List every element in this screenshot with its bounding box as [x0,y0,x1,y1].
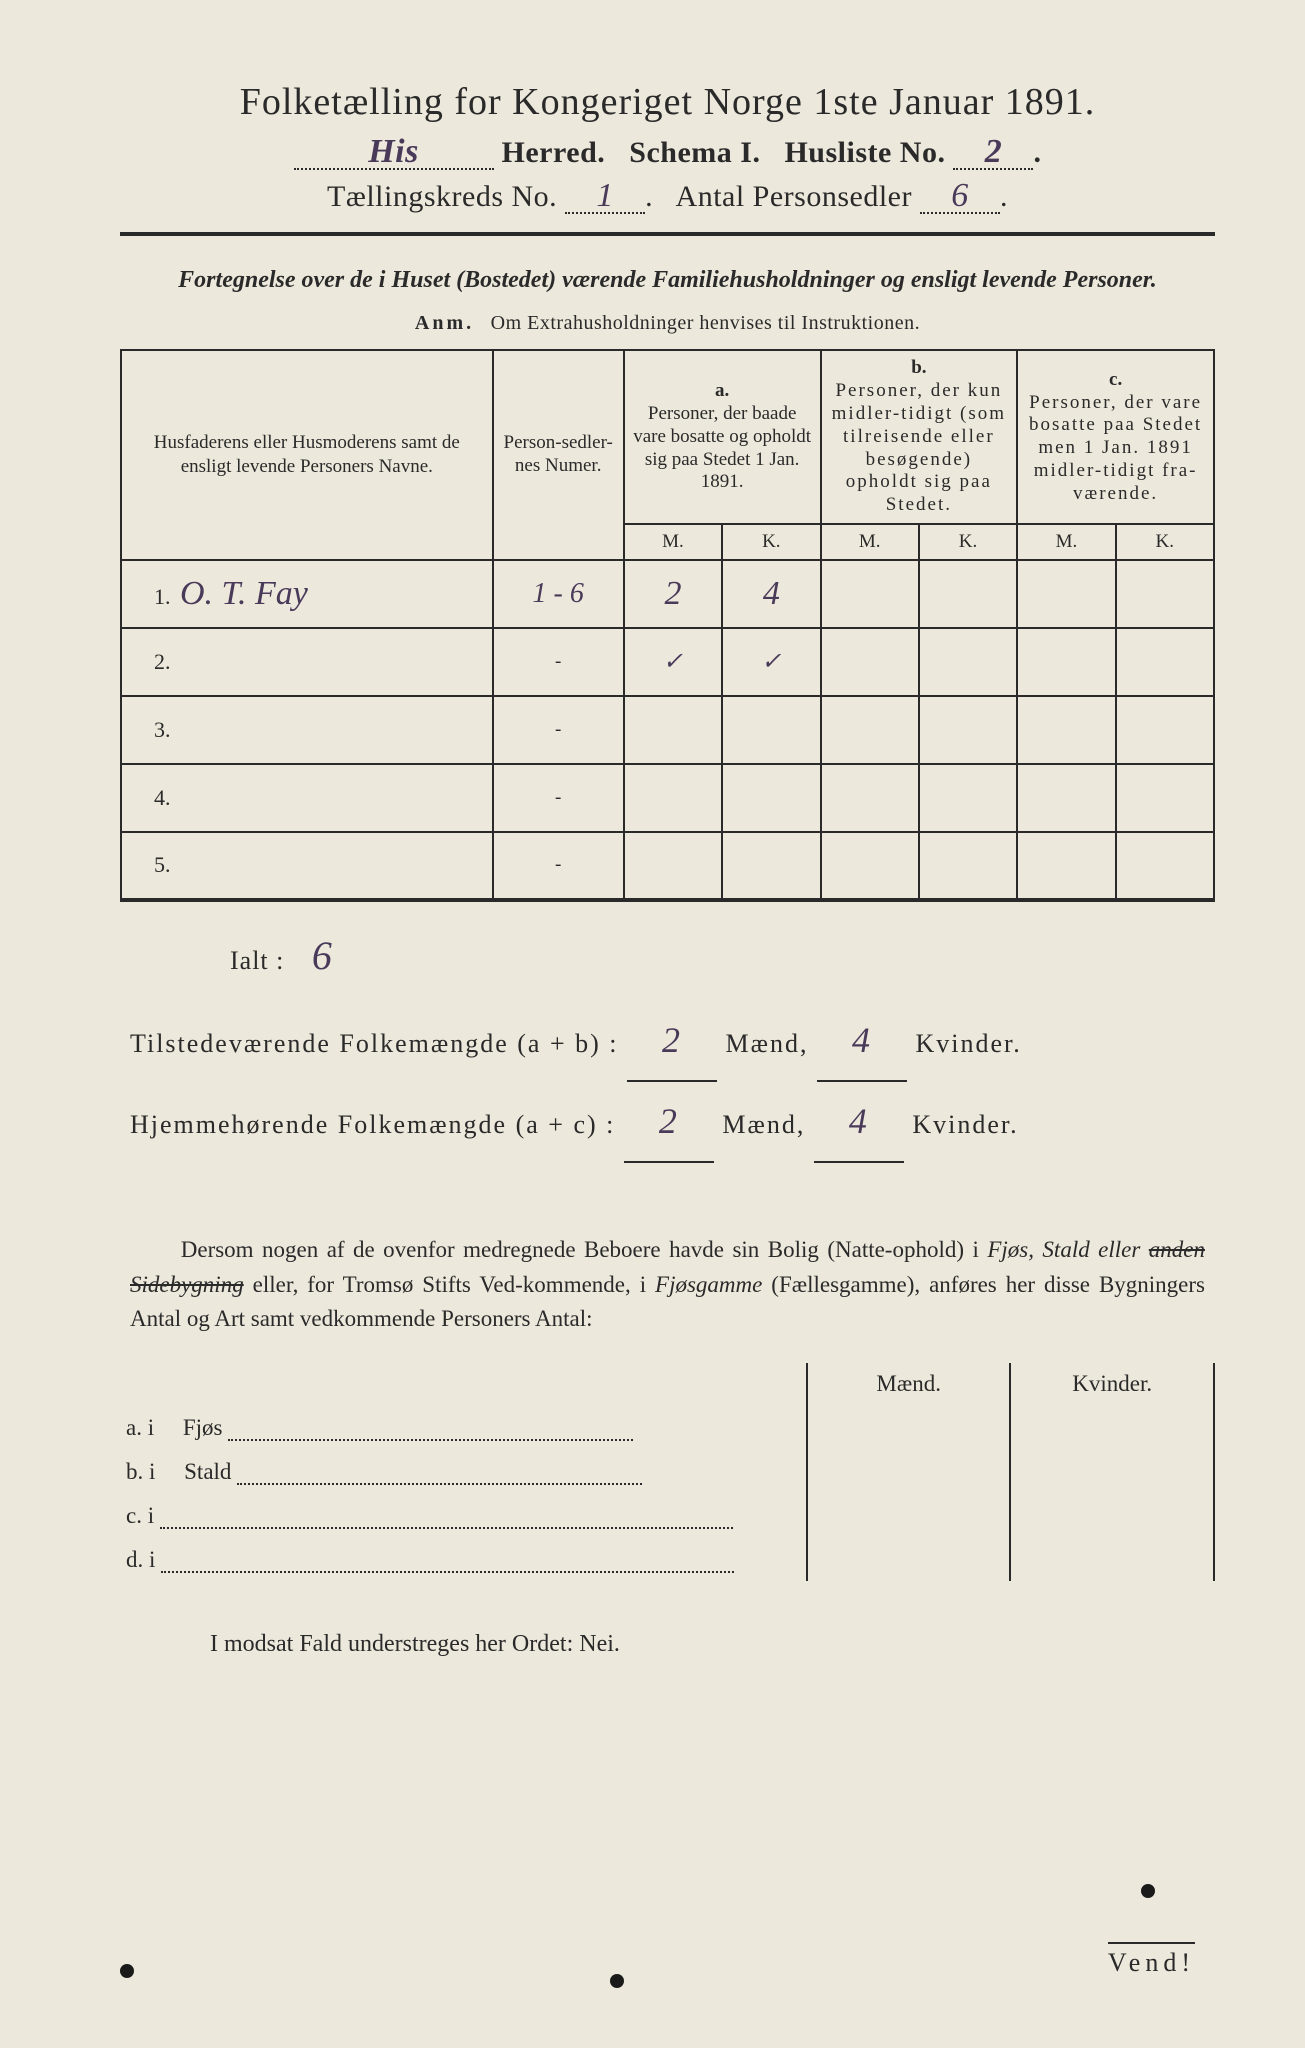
herred-value: His [294,137,494,170]
divider [120,232,1215,236]
husliste-label: Husliste No. [784,136,945,169]
tilstede-label: Tilstedeværende Folkemængde (a + b) : [130,1029,619,1058]
bldg-row: d. i [120,1537,1214,1581]
bldg-row: a. i Fjøs [120,1405,1214,1449]
col-a-header: a.Personer, der baade vare bosatte og op… [624,350,821,524]
anm-text: Om Extrahusholdninger henvises til Instr… [491,312,920,334]
totals-block: Tilstedeværende Folkemængde (a + b) : 2 … [130,1001,1215,1163]
table-row: 1. O. T. Fay 1 - 6 2 4 [121,560,1214,628]
antal-label: Antal Personsedler [676,180,912,213]
col-a-k: K. [722,524,820,560]
col-name-header: Husfaderens eller Husmoderens samt de en… [121,350,493,560]
page-title: Folketælling for Kongeriget Norge 1ste J… [120,80,1215,124]
nei-line: I modsat Fald understreges her Ordet: Ne… [210,1631,1215,1658]
col-b-m: M. [821,524,919,560]
col-c-header: c.Personer, der vare bosatte paa Stedet … [1017,350,1214,524]
building-table: Mænd. Kvinder. a. i Fjøs b. i Stald c. i… [120,1363,1215,1581]
bldg-maend-header: Mænd. [807,1363,1011,1405]
building-paragraph: Dersom nogen af de ovenfor medregnede Be… [130,1233,1205,1337]
table-row: 5. - [121,832,1214,900]
table-row: 3. - [121,696,1214,764]
ink-dot-icon [1141,1884,1155,1898]
census-table: Husfaderens eller Husmoderens samt de en… [120,349,1215,902]
header-line-1: His Herred. Schema I. Husliste No. 2. [120,136,1215,170]
kreds-label: Tællingskreds No. [327,180,557,213]
anm-label: Anm. [415,312,474,334]
vend-label: Vend! [1108,1942,1195,1978]
ink-dot-icon [120,1964,134,1978]
husliste-value: 2 [953,137,1033,170]
bldg-row: b. i Stald [120,1449,1214,1493]
anm-line: Anm. Om Extrahusholdninger henvises til … [120,312,1215,335]
table-row: 4. - [121,764,1214,832]
col-b-k: K. [919,524,1017,560]
antal-value: 6 [920,181,1000,214]
hjemme-label: Hjemmehørende Folkemængde (a + c) : [130,1110,615,1139]
kreds-value: 1 [565,181,645,214]
ialt-line: Ialt : 6 [230,932,1215,979]
col-c-m: M. [1017,524,1115,560]
bldg-kvinder-header: Kvinder. [1010,1363,1214,1405]
table-row: 2. - ✓ ✓ [121,628,1214,696]
ink-dot-icon [610,1974,624,1988]
col-b-header: b.Personer, der kun midler-tidigt (som t… [821,350,1018,524]
schema-label: Schema I. [629,136,760,169]
herred-label: Herred. [502,136,606,169]
bldg-row: c. i [120,1493,1214,1537]
col-num-header: Person-sedler-nes Numer. [493,350,624,560]
fortegnelse-text: Fortegnelse over de i Huset (Bostedet) v… [150,264,1185,296]
header-line-2: Tællingskreds No. 1. Antal Personsedler … [120,180,1215,214]
col-a-m: M. [624,524,722,560]
col-c-k: K. [1116,524,1214,560]
